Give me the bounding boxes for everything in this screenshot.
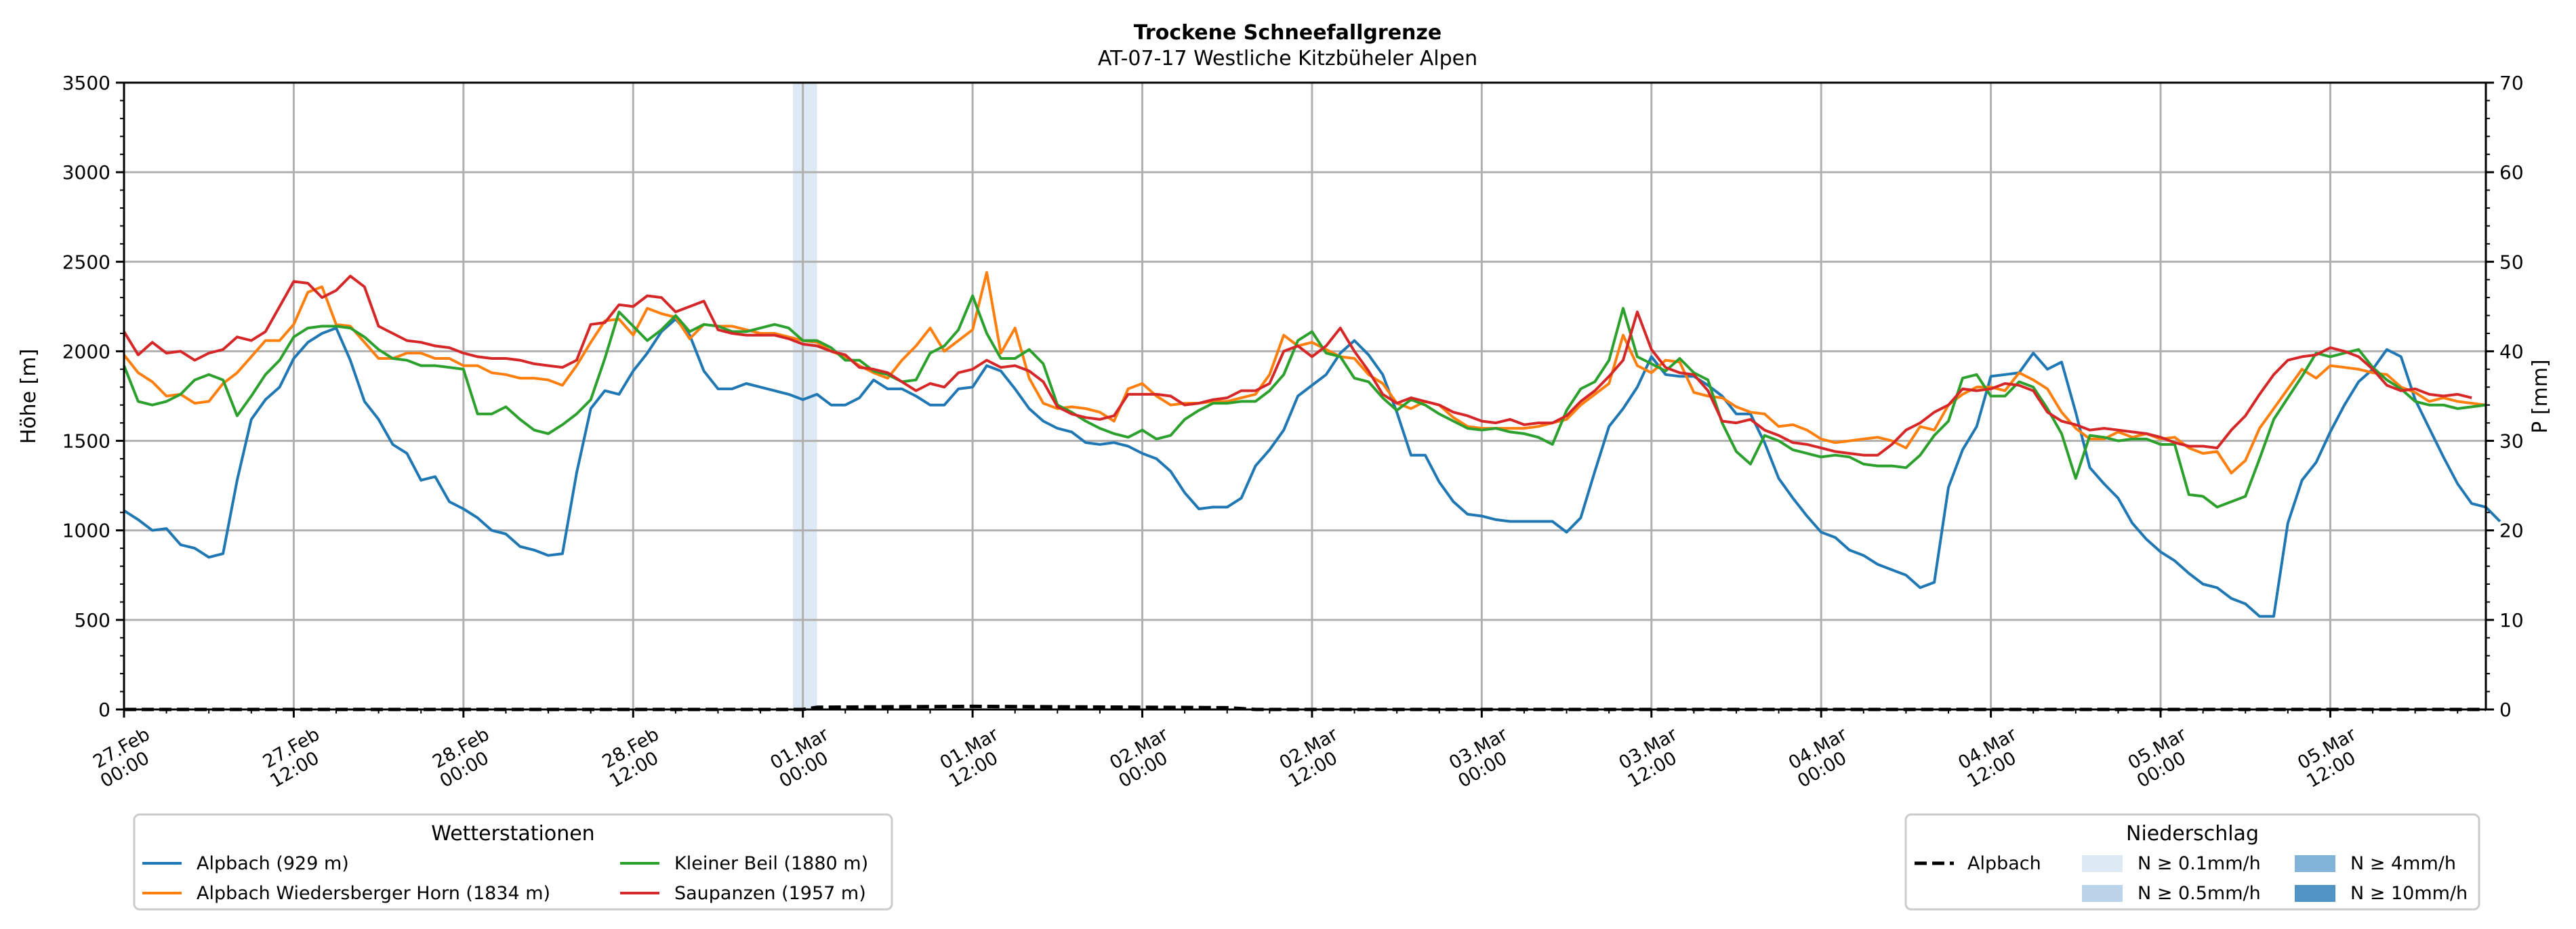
legend-label: Alpbach Wiedersberger Horn (1834 m) — [197, 883, 550, 904]
plot-frame — [123, 81, 2487, 711]
x-tick-label: 28.Feb00:00 — [426, 724, 503, 792]
y2-axis-label: P [mm] — [2529, 359, 2552, 433]
legend-label: N ≥ 0.1mm/h — [2138, 853, 2261, 874]
chart-subtitle: AT-07-17 Westliche Kitzbüheler Alpen — [1098, 47, 1477, 70]
legend-class-swatch — [2082, 855, 2123, 872]
legend-label: N ≥ 10mm/h — [2350, 883, 2468, 904]
x-tick-label: 01.Mar00:00 — [766, 724, 843, 792]
y2-tick-label: 70 — [2499, 72, 2524, 94]
legend-class-swatch — [2295, 855, 2335, 872]
x-tick-label: 27.Feb00:00 — [87, 724, 163, 792]
legend-stations-title: Wetterstationen — [431, 822, 594, 846]
x-tick-label: 04.Mar12:00 — [1954, 724, 2031, 792]
y-tick-label: 1000 — [62, 520, 110, 542]
plot-border — [123, 81, 2487, 711]
x-tick-label: 03.Mar00:00 — [1444, 724, 1521, 792]
legend-label: Kleiner Beil (1880 m) — [674, 853, 868, 874]
x-tick-label: 04.Mar00:00 — [1784, 724, 1861, 792]
x-tick-label: 05.Mar12:00 — [2293, 724, 2370, 792]
series-line-0 — [123, 317, 2501, 618]
y2-tick-label: 40 — [2499, 340, 2524, 363]
x-tick-label: 02.Mar12:00 — [1275, 724, 1352, 792]
series-line-1 — [123, 271, 2487, 475]
x-tick-label: 01.Mar12:00 — [935, 724, 1013, 792]
y2-tick-label: 0 — [2499, 699, 2512, 721]
y2-tick-label: 20 — [2499, 520, 2524, 542]
x-tick-label: 27.Feb12:00 — [256, 724, 333, 792]
x-axis: 27.Feb00:00 27.Feb12:00 28.Feb00:00 28.Feb1… — [87, 709, 2459, 792]
x-tick-label: 05.Mar00:00 — [2123, 724, 2201, 792]
y2-tick-label: 50 — [2499, 251, 2524, 273]
legend-label: N ≥ 4mm/h — [2350, 853, 2456, 874]
y-axis-left: 0 500 1000 1500 2000 2500 3000 3500 — [62, 72, 124, 721]
y-tick-label: 3500 — [62, 72, 110, 94]
legend-label: Alpbach (929 m) — [197, 853, 349, 874]
y-tick-label: 500 — [75, 609, 110, 632]
y-tick-label: 3000 — [62, 161, 110, 184]
x-tick-label: 02.Mar00:00 — [1105, 724, 1183, 792]
x-tick-label: 28.Feb12:00 — [596, 724, 672, 792]
y-axis-right: 0 10 20 30 40 50 60 70 — [2486, 72, 2524, 721]
y2-tick-label: 60 — [2499, 161, 2524, 184]
legend-precip-box — [1904, 813, 2480, 911]
legend-class-swatch — [2082, 885, 2123, 902]
legend-precip-title: Niederschlag — [2126, 822, 2259, 846]
plot-background — [124, 83, 2486, 709]
grid-lines — [124, 81, 2486, 709]
chart-title: Trockene Schneefallgrenze — [1134, 21, 1442, 45]
legend-stations: Wetterstationen Alpbach (929 m) Alpbach Wi… — [133, 813, 893, 911]
y-tick-label: 0 — [98, 699, 110, 721]
legend-precipitation: Niederschlag Alpbach N ≥ 0.1mm/h N ≥ 0.5mm/… — [1904, 813, 2480, 911]
y-tick-label: 2500 — [62, 251, 110, 273]
y-tick-label: 1500 — [62, 430, 110, 453]
legend-class-swatch — [2295, 885, 2335, 902]
y2-tick-label: 30 — [2499, 430, 2524, 453]
legend-stations-box — [133, 813, 893, 911]
y2-tick-label: 10 — [2499, 609, 2524, 632]
legend-label: Saupanzen (1957 m) — [674, 883, 866, 904]
x-tick-label: 03.Mar12:00 — [1614, 724, 1692, 792]
y-axis-label: Höhe [m] — [17, 349, 41, 445]
series-line-2 — [123, 294, 2487, 509]
series-line-3 — [123, 274, 2472, 457]
legend-label: Alpbach — [1967, 853, 2041, 874]
y-tick-label: 2000 — [62, 340, 110, 363]
plot-area — [124, 83, 2486, 709]
legend-label: N ≥ 0.5mm/h — [2138, 883, 2261, 904]
